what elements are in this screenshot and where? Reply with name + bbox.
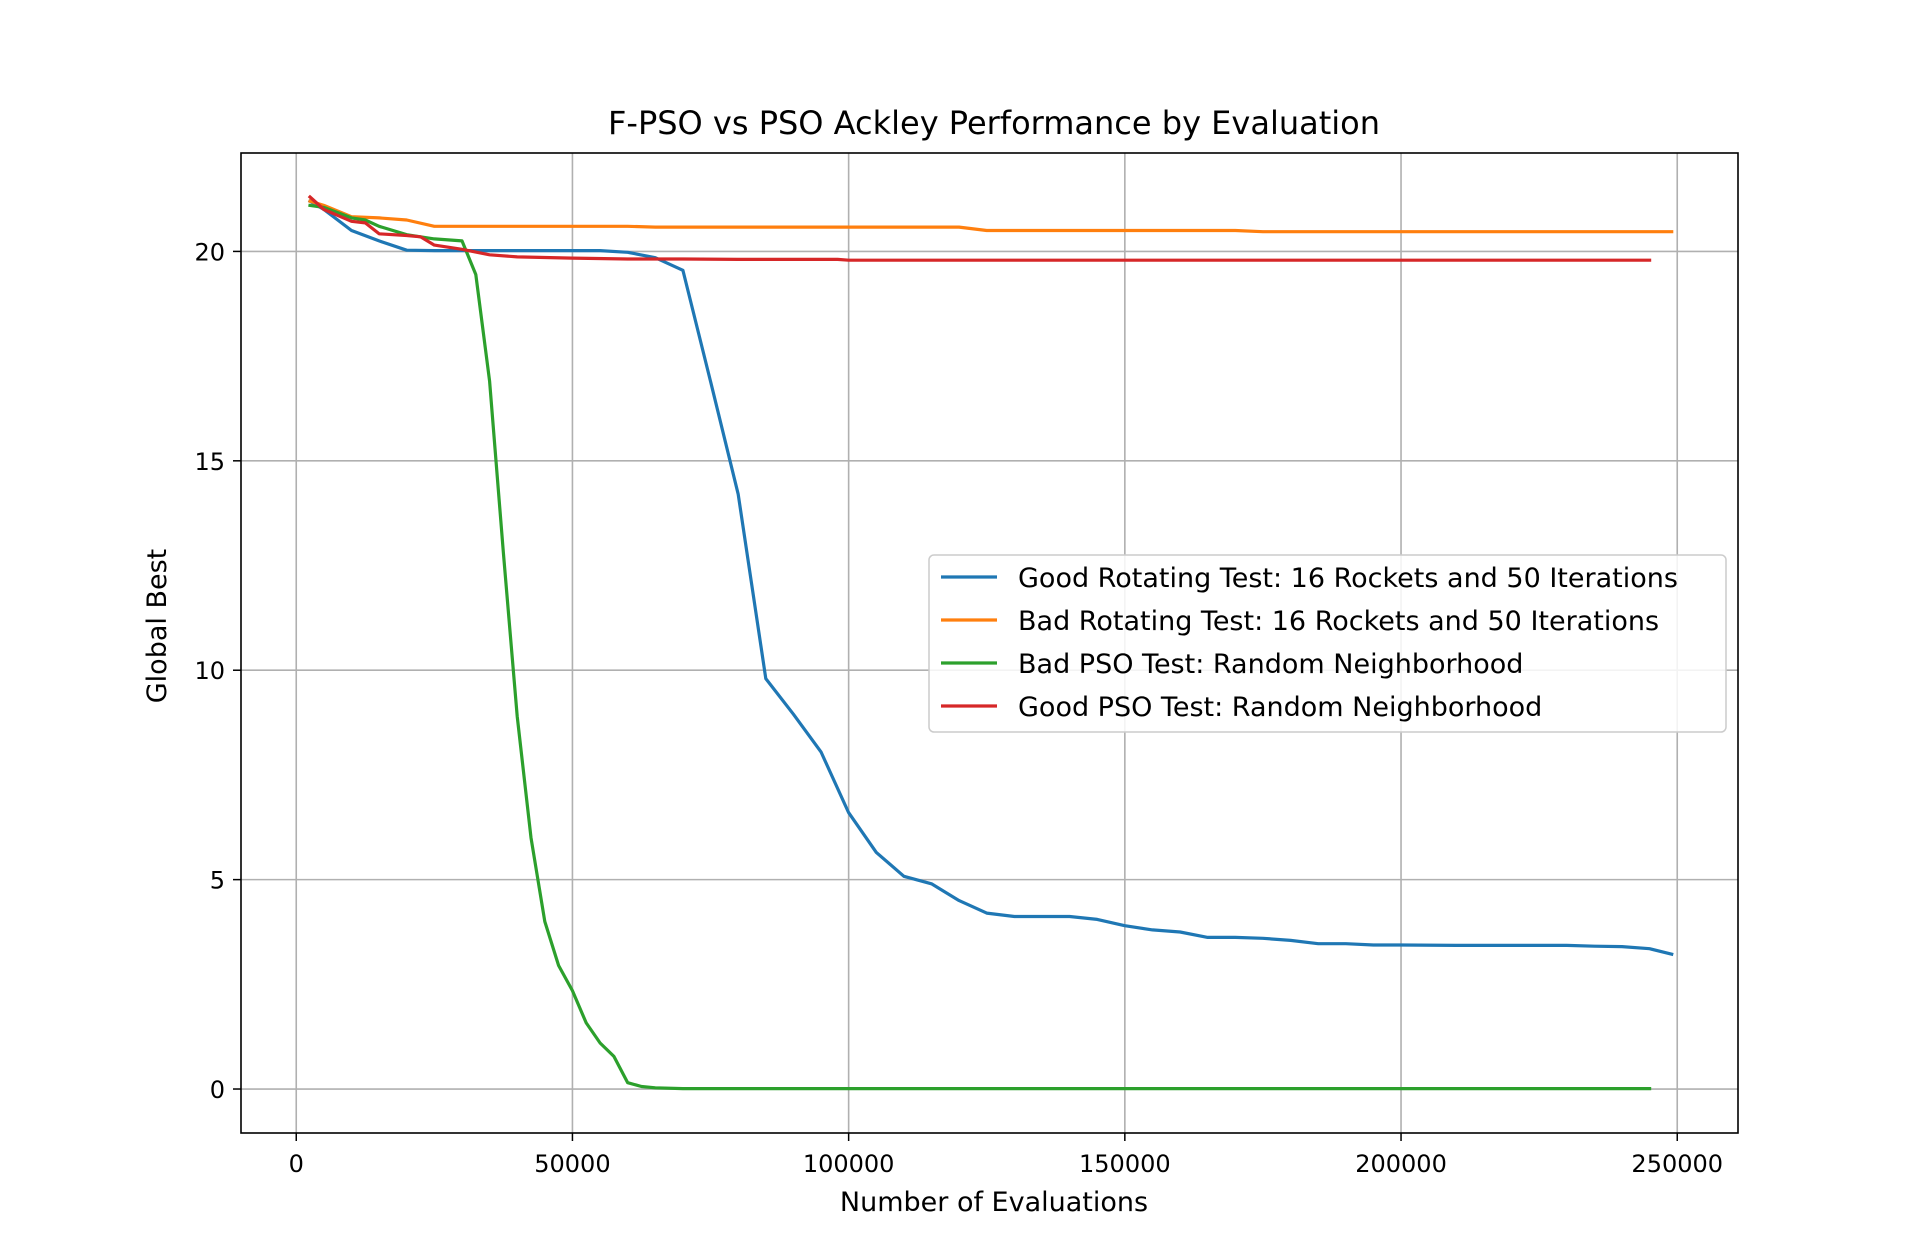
legend-entry-3: Bad PSO Test: Random Neighborhood (1018, 649, 1523, 680)
y-tick-label: 20 (194, 238, 225, 266)
y-tick-label: 10 (194, 657, 225, 685)
grid-lines (241, 153, 1738, 1133)
y-axis-label: Global Best (142, 549, 173, 704)
legend-entry-4: Good PSO Test: Random Neighborhood (1018, 692, 1542, 723)
x-tick-label: 50000 (534, 1150, 610, 1178)
chart-title: F-PSO vs PSO Ackley Performance by Evalu… (608, 104, 1380, 142)
axis-ticks: 0 50000 100000 150000 200000 250000 0 5 10 15 20 (194, 238, 1723, 1178)
series-line-1 (307, 199, 1674, 957)
legend: Good Rotating Test: 16 Rockets and 50 It… (928, 554, 1727, 733)
legend-entry-1: Good Rotating Test: 16 Rockets and 50 It… (1018, 563, 1678, 594)
y-tick-label: 5 (210, 867, 225, 895)
x-tick-label: 0 (289, 1150, 304, 1178)
legend-box (928, 554, 1727, 733)
x-axis-label: Number of Evaluations (840, 1187, 1148, 1218)
legend-entry-2: Bad Rotating Test: 16 Rockets and 50 Ite… (1018, 606, 1659, 637)
y-tick-label: 15 (194, 448, 225, 476)
x-tick-label: 100000 (803, 1150, 895, 1178)
x-tick-label: 150000 (1079, 1150, 1171, 1178)
series-line-3 (308, 203, 1652, 1091)
plot-frame (240, 152, 1739, 1134)
y-tick-label: 0 (210, 1076, 225, 1104)
series-line-2 (308, 199, 1674, 234)
x-tick-label: 200000 (1355, 1150, 1447, 1178)
series-lines (307, 194, 1674, 1091)
series-line-4 (307, 194, 1652, 262)
x-tick-label: 250000 (1631, 1150, 1723, 1178)
